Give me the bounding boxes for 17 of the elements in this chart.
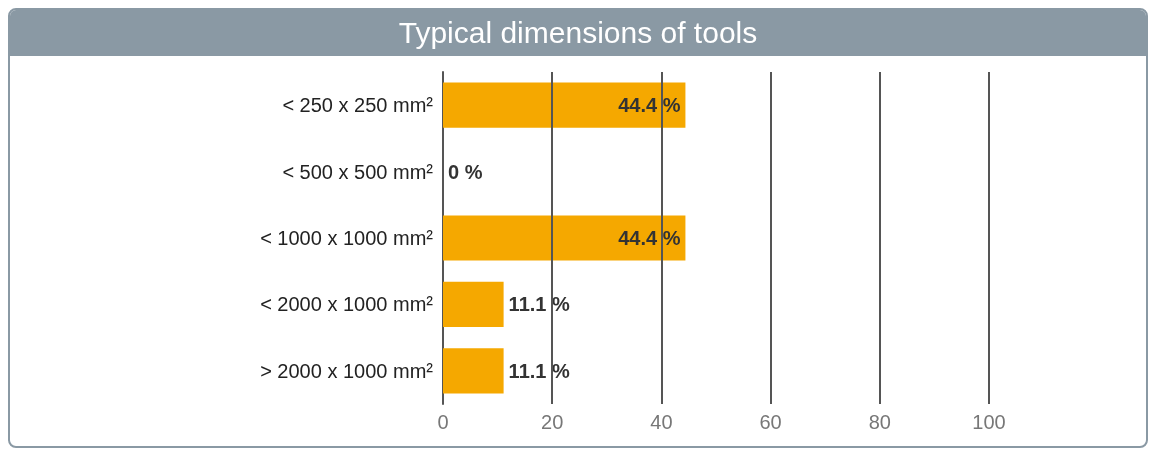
x-tick-label: 40 [650, 411, 673, 433]
x-tick-label: 0 [437, 411, 449, 433]
y-tick-label: > 2000 x 1000 mm² [260, 359, 434, 382]
y-tick-label: < 250 x 250 mm² [282, 94, 434, 117]
y-tick-label: < 1000 x 1000 mm² [260, 227, 434, 249]
data-label: 11.1 % [508, 293, 570, 316]
data-label: 0 % [448, 160, 483, 183]
x-tick-label: 80 [868, 411, 891, 433]
chart-title: Typical dimensions of tools [10, 10, 1146, 56]
x-tick-label: 60 [759, 411, 782, 433]
data-label: 11.1 % [508, 359, 570, 382]
data-label: 44.4 % [618, 227, 681, 249]
y-tick-label: < 2000 x 1000 mm² [260, 293, 434, 316]
x-tick-label: 20 [541, 411, 564, 433]
data-label: 44.4 % [618, 94, 681, 117]
x-tick-label: 100 [972, 411, 1006, 433]
y-tick-label: < 500 x 500 mm² [282, 160, 434, 183]
